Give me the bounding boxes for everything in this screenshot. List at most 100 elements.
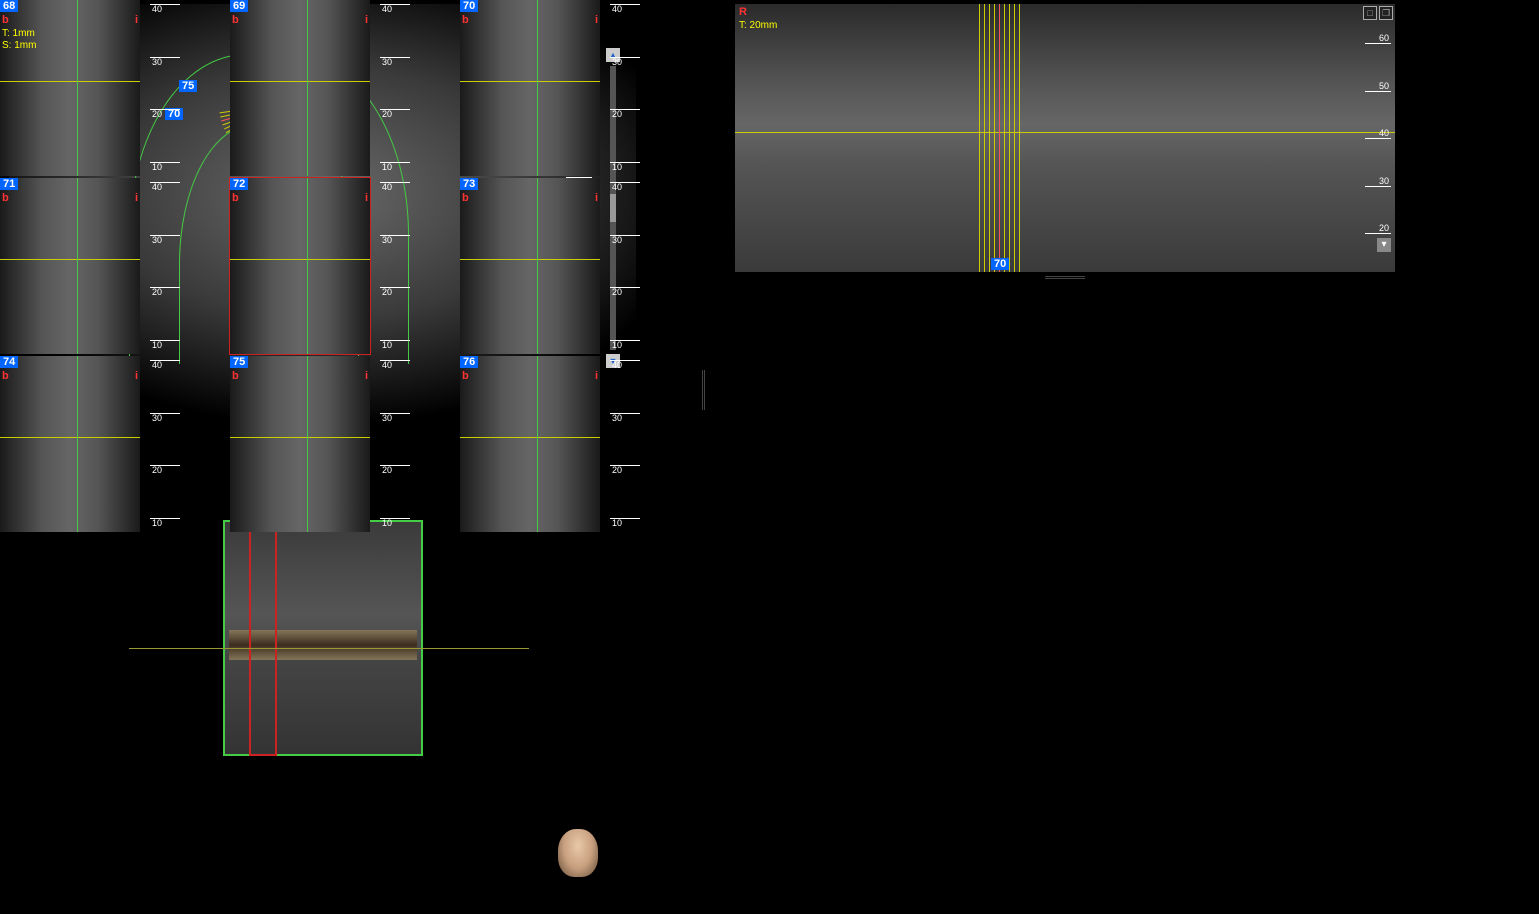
cross-section-cell[interactable]: 72bi10203040: [230, 178, 370, 354]
ruler-tick: 20: [1365, 224, 1391, 234]
xs-spacing-label: S: 1mm: [2, 40, 36, 51]
volume-slice-indicator[interactable]: [249, 520, 277, 756]
ruler-tick: 50: [1365, 82, 1391, 92]
xs-ruler: 10203040: [380, 360, 410, 528]
xs-lingual-label: i: [365, 192, 368, 204]
ruler-tick: 20: [150, 465, 180, 475]
xs-arch-line: [307, 356, 308, 532]
cross-section-cell[interactable]: 68biT: 1mmS: 1mm10203040: [0, 0, 140, 176]
cross-section-image[interactable]: [0, 178, 140, 354]
ruler-tick: 20: [380, 465, 410, 475]
pano-options-dropdown[interactable]: [1377, 238, 1391, 252]
xs-buccal-label: b: [232, 370, 239, 382]
cross-section-image[interactable]: [460, 356, 600, 532]
xs-buccal-label: b: [232, 14, 239, 26]
cross-section-cell[interactable]: 70bi10203040: [460, 0, 600, 176]
xs-lingual-label: i: [365, 370, 368, 382]
ruler-tick: 20: [150, 287, 180, 297]
ruler-tick: 30: [610, 413, 640, 423]
ruler-tick: 10: [610, 340, 640, 350]
axial-marker-high: 75: [179, 80, 197, 92]
pano-thickness-label: T: 20mm: [739, 20, 777, 31]
xs-buccal-label: b: [2, 370, 9, 382]
xs-ruler: 10203040: [610, 4, 640, 172]
pano-window-controls: □ ❐: [1363, 6, 1393, 20]
xs-buccal-label: b: [232, 192, 239, 204]
cross-section-image[interactable]: [230, 0, 370, 176]
ruler-tick: 30: [150, 413, 180, 423]
xs-ruler: 10203040: [610, 182, 640, 350]
cross-section-image[interactable]: [0, 356, 140, 532]
panoramic-view-pane[interactable]: R T: 20mm 70 □ ❐ 60 50 40 30 20: [735, 4, 1395, 272]
ruler-tick: 20: [610, 465, 640, 475]
pano-ruler: 60 50 40 30 20: [1365, 34, 1391, 234]
cross-section-cell[interactable]: 73bi10203040: [460, 178, 600, 354]
ruler-tick: 20: [610, 109, 640, 119]
ruler-tick: 40: [1365, 129, 1391, 139]
cross-section-image[interactable]: [230, 356, 370, 532]
ruler-tick: 10: [150, 340, 180, 350]
pano-axial-line[interactable]: [735, 132, 1395, 133]
cross-section-image[interactable]: [460, 178, 600, 354]
xs-arch-line: [537, 0, 538, 176]
xs-axial-line: [460, 259, 600, 260]
volume-axial-line[interactable]: [129, 648, 529, 649]
xs-lingual-label: i: [135, 14, 138, 26]
xs-slice-number: 71: [0, 178, 18, 190]
pano-r-label: R: [739, 6, 747, 18]
cross-section-image[interactable]: [460, 0, 600, 176]
cross-section-image[interactable]: [230, 178, 370, 354]
ruler-tick: 10: [150, 518, 180, 528]
cross-section-cell[interactable]: 76bi10203040: [460, 356, 600, 532]
ruler-tick: 60: [1365, 34, 1391, 44]
xs-axial-line: [460, 437, 600, 438]
ruler-tick: 10: [380, 518, 410, 528]
xs-slice-number: 70: [460, 0, 478, 12]
pane-resize-grip[interactable]: [1045, 276, 1085, 280]
xs-arch-line: [307, 178, 308, 354]
xs-ruler: 10203040: [150, 360, 180, 528]
cross-section-cell[interactable]: 71bi10203040: [0, 178, 140, 354]
cross-section-cell[interactable]: 69bi10203040: [230, 0, 370, 176]
maximize-icon[interactable]: □: [1363, 6, 1377, 20]
ruler-tick: 40: [610, 4, 640, 14]
orientation-head-icon[interactable]: [558, 829, 598, 877]
xs-arch-line: [537, 356, 538, 532]
ruler-tick: 40: [610, 360, 640, 370]
xs-slice-number: 75: [230, 356, 248, 368]
ruler-tick: 10: [610, 162, 640, 172]
xs-lingual-label: i: [595, 370, 598, 382]
pano-cross-section-lines[interactable]: [979, 4, 1019, 272]
xs-slice-number: 74: [0, 356, 18, 368]
ruler-tick: 40: [380, 360, 410, 370]
xs-ruler: 10203040: [150, 182, 180, 350]
xs-axial-line: [0, 81, 140, 82]
ruler-tick: 40: [150, 4, 180, 14]
xs-arch-line: [307, 0, 308, 176]
xs-ruler: 10203040: [150, 4, 180, 172]
ruler-tick: 30: [150, 57, 180, 67]
ruler-tick: 20: [380, 287, 410, 297]
panoramic-image[interactable]: [735, 4, 1395, 272]
xs-slice-number: 73: [460, 178, 478, 190]
xs-lingual-label: i: [135, 192, 138, 204]
xs-lingual-label: i: [365, 14, 368, 26]
cross-section-grid: 68biT: 1mmS: 1mm1020304069bi1020304070bi…: [0, 0, 618, 540]
xs-axial-line: [230, 259, 370, 260]
restore-icon[interactable]: ❐: [1379, 6, 1393, 20]
xs-buccal-label: b: [2, 14, 9, 26]
xs-slice-number: 76: [460, 356, 478, 368]
xs-thickness-label: T: 1mm: [2, 28, 35, 39]
vertical-resize-grip[interactable]: [702, 370, 706, 410]
ruler-tick: 40: [150, 182, 180, 192]
xs-lingual-label: i: [595, 192, 598, 204]
xs-axial-line: [0, 437, 140, 438]
cross-section-cell[interactable]: 74bi10203040: [0, 356, 140, 532]
xs-arch-line: [77, 356, 78, 532]
xs-axial-line: [460, 81, 600, 82]
ruler-tick: 20: [380, 109, 410, 119]
cross-section-cell[interactable]: 75bi10203040: [230, 356, 370, 532]
xs-axial-line: [0, 259, 140, 260]
cross-section-image[interactable]: [0, 0, 140, 176]
xs-lingual-label: i: [135, 370, 138, 382]
